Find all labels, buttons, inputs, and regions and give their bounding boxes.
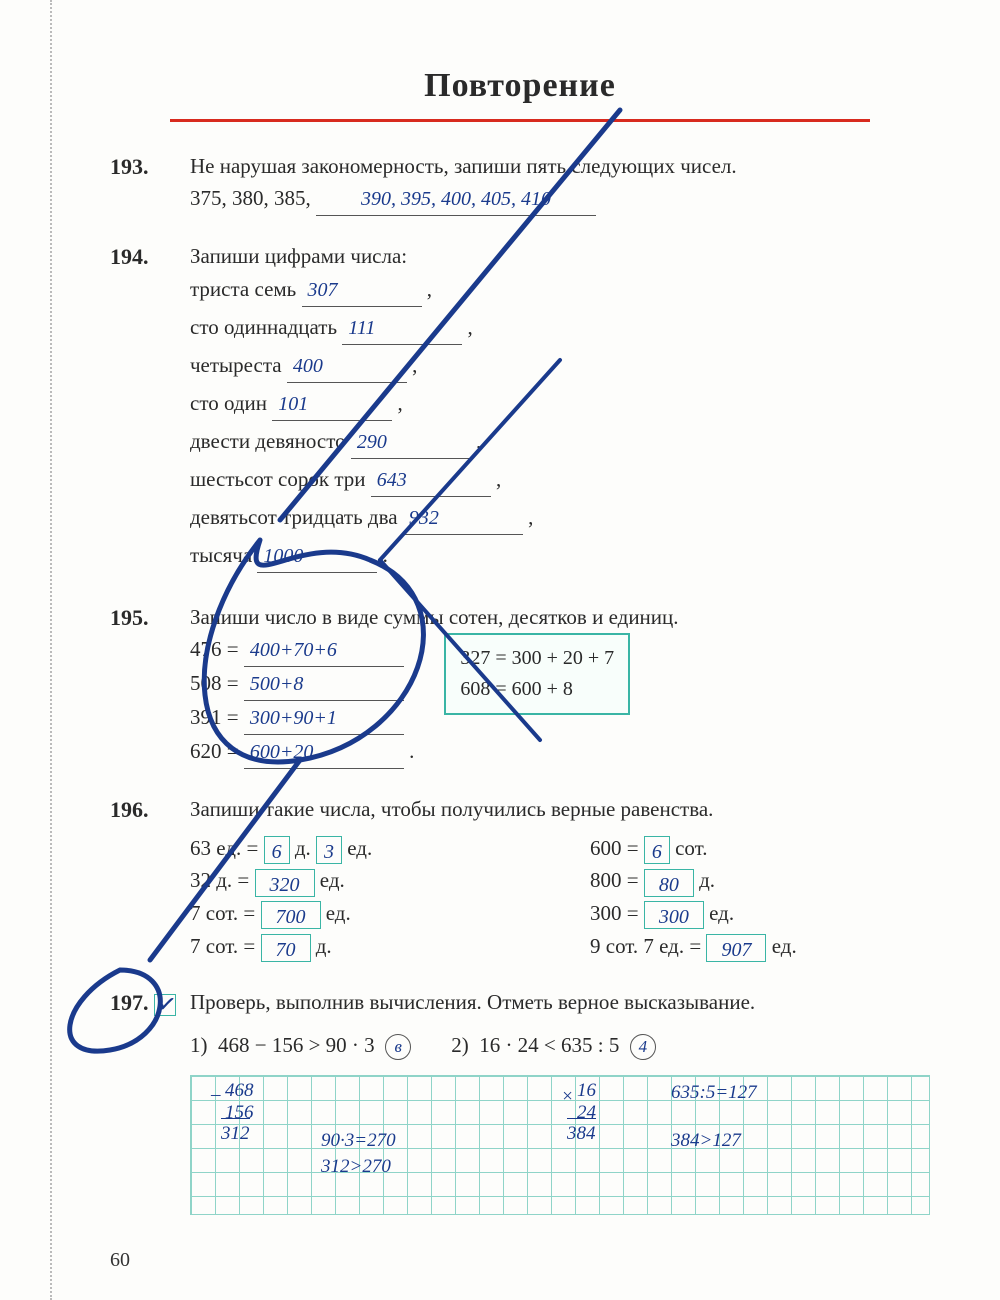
prompt-text: Не нарушая закономерность, запиши пять с… bbox=[190, 154, 737, 178]
label: сто одиннадцать bbox=[190, 315, 337, 339]
work-text: – bbox=[211, 1080, 221, 1109]
col-right: 600 = 6 сот. 800 = 80 д. 300 = 300 ед. 9… bbox=[590, 832, 930, 962]
ex-num: 194. bbox=[110, 240, 190, 577]
check-icon: ✓ bbox=[154, 994, 176, 1016]
eq-post: д. bbox=[316, 934, 332, 958]
exercise-196: 196. Запиши такие числа, чтобы получилис… bbox=[110, 793, 930, 962]
prompt-text: Запиши цифрами числа: bbox=[190, 244, 407, 268]
workbook-page: Повторение 193. Не нарушая закономерност… bbox=[0, 0, 1000, 1300]
eq-post: ед. bbox=[320, 868, 345, 892]
answer: 101 bbox=[272, 389, 392, 421]
answer-box: 6 bbox=[264, 836, 290, 864]
mark-circle: 4 bbox=[630, 1034, 656, 1060]
ex-body: Запиши такие числа, чтобы получились вер… bbox=[190, 793, 930, 962]
eq-post: ед. bbox=[326, 901, 351, 925]
answer-box: 6 bbox=[644, 836, 670, 864]
eq-post: ед. bbox=[347, 836, 372, 860]
prompt-text: Проверь, выполнив вычисления. Отметь вер… bbox=[190, 990, 755, 1014]
answer-box: 700 bbox=[261, 901, 321, 929]
answer: 643 bbox=[371, 465, 491, 497]
prompt-text: Запиши число в виде суммы сотен, десятко… bbox=[190, 605, 679, 629]
opt-expr: 468 − 156 > 90 · 3 bbox=[218, 1033, 375, 1057]
eq-post: сот. bbox=[675, 836, 707, 860]
answer: 600+20 bbox=[244, 737, 404, 769]
label: девятьсот тридцать два bbox=[190, 505, 398, 529]
work-text: 384 bbox=[567, 1118, 596, 1148]
work-grid: – 468 156 312 90·3=270 312>270 × 16 24 3… bbox=[190, 1075, 930, 1215]
answer-box: 907 bbox=[706, 934, 766, 962]
answer-193: 390, 395, 400, 405, 410 bbox=[316, 184, 596, 216]
page-title: Повторение bbox=[110, 60, 930, 113]
eq-post: д. bbox=[699, 868, 715, 892]
example-line: 327 = 300 + 20 + 7 bbox=[460, 643, 614, 674]
exercise-197: 197. ✓ Проверь, выполнив вычисления. Отм… bbox=[110, 986, 930, 1215]
lhs: 620 = bbox=[190, 739, 239, 763]
perforation bbox=[50, 0, 52, 1300]
label: четыреста bbox=[190, 353, 282, 377]
prompt-text: Запиши такие числа, чтобы получились вер… bbox=[190, 797, 713, 821]
lhs: 391 = bbox=[190, 705, 239, 729]
eq-mid: д. bbox=[295, 836, 311, 860]
work-text: × bbox=[561, 1082, 574, 1111]
example-box: 327 = 300 + 20 + 7 608 = 600 + 8 bbox=[444, 633, 630, 715]
answer: 932 bbox=[403, 503, 523, 535]
example-line: 608 = 600 + 8 bbox=[460, 674, 614, 705]
answer-box: 70 bbox=[261, 934, 311, 962]
ex-num: 195. bbox=[110, 601, 190, 770]
eq-pre: 300 = bbox=[590, 901, 639, 925]
ex-body: Проверь, выполнив вычисления. Отметь вер… bbox=[190, 986, 930, 1215]
eq-pre: 800 = bbox=[590, 868, 639, 892]
eq-pre: 7 сот. = bbox=[190, 901, 255, 925]
eq-pre: 63 ед. = bbox=[190, 836, 258, 860]
ex-body: Не нарушая закономерность, запиши пять с… bbox=[190, 150, 930, 217]
eq-pre: 600 = bbox=[590, 836, 639, 860]
work-text: 384>127 bbox=[671, 1126, 741, 1155]
opt-expr: 16 · 24 < 635 : 5 bbox=[479, 1033, 619, 1057]
exercise-193: 193. Не нарушая закономерность, запиши п… bbox=[110, 150, 930, 217]
label: сто один bbox=[190, 391, 267, 415]
eq-post: ед. bbox=[709, 901, 734, 925]
label: тысяча bbox=[190, 543, 252, 567]
given-sequence: 375, 380, 385, bbox=[190, 186, 311, 210]
answer-box: 300 bbox=[644, 901, 704, 929]
answer: 1000 bbox=[257, 541, 377, 573]
answer: 307 bbox=[302, 275, 422, 307]
label: двести девяносто bbox=[190, 429, 346, 453]
answer: 290 bbox=[351, 427, 471, 459]
answer: 300+90+1 bbox=[244, 703, 404, 735]
page-number: 60 bbox=[110, 1245, 130, 1276]
opt-label: 1) bbox=[190, 1033, 208, 1057]
eq-pre: 7 сот. = bbox=[190, 934, 255, 958]
ex-body: Запиши цифрами числа: триста семь 307 , … bbox=[190, 240, 930, 577]
ex-body: Запиши число в виде суммы сотен, десятко… bbox=[190, 601, 930, 770]
answer: 111 bbox=[342, 313, 462, 345]
label: триста семь bbox=[190, 277, 296, 301]
opt-label: 2) bbox=[451, 1033, 469, 1057]
lhs: 476 = bbox=[190, 637, 239, 661]
exercise-195: 195. Запиши число в виде суммы сотен, де… bbox=[110, 601, 930, 770]
ex-number-text: 197. bbox=[110, 990, 149, 1015]
col-left: 63 ед. = 6 д. 3 ед. 32 д. = 320 ед. 7 со… bbox=[190, 832, 530, 962]
label: шестьсот сорок три bbox=[190, 467, 366, 491]
eq-pre: 32 д. = bbox=[190, 868, 249, 892]
exercise-194: 194. Запиши цифрами числа: триста семь 3… bbox=[110, 240, 930, 577]
answer: 400 bbox=[287, 351, 407, 383]
answer-box: 3 bbox=[316, 836, 342, 864]
work-text: 635:5=127 bbox=[671, 1078, 757, 1107]
lhs: 508 = bbox=[190, 671, 239, 695]
mark-circle: в bbox=[385, 1034, 411, 1060]
answer: 400+70+6 bbox=[244, 635, 404, 667]
answer-box: 320 bbox=[255, 869, 315, 897]
work-text: 312>270 bbox=[321, 1152, 391, 1181]
title-underline bbox=[170, 119, 870, 122]
eq-post: ед. bbox=[772, 934, 797, 958]
ex-num: 196. bbox=[110, 793, 190, 962]
answer: 500+8 bbox=[244, 669, 404, 701]
work-text: 312 bbox=[221, 1118, 250, 1148]
answer-box: 80 bbox=[644, 869, 694, 897]
eq-pre: 9 сот. 7 ед. = bbox=[590, 934, 701, 958]
ex-num: 197. ✓ bbox=[110, 986, 190, 1215]
ex-num: 193. bbox=[110, 150, 190, 217]
